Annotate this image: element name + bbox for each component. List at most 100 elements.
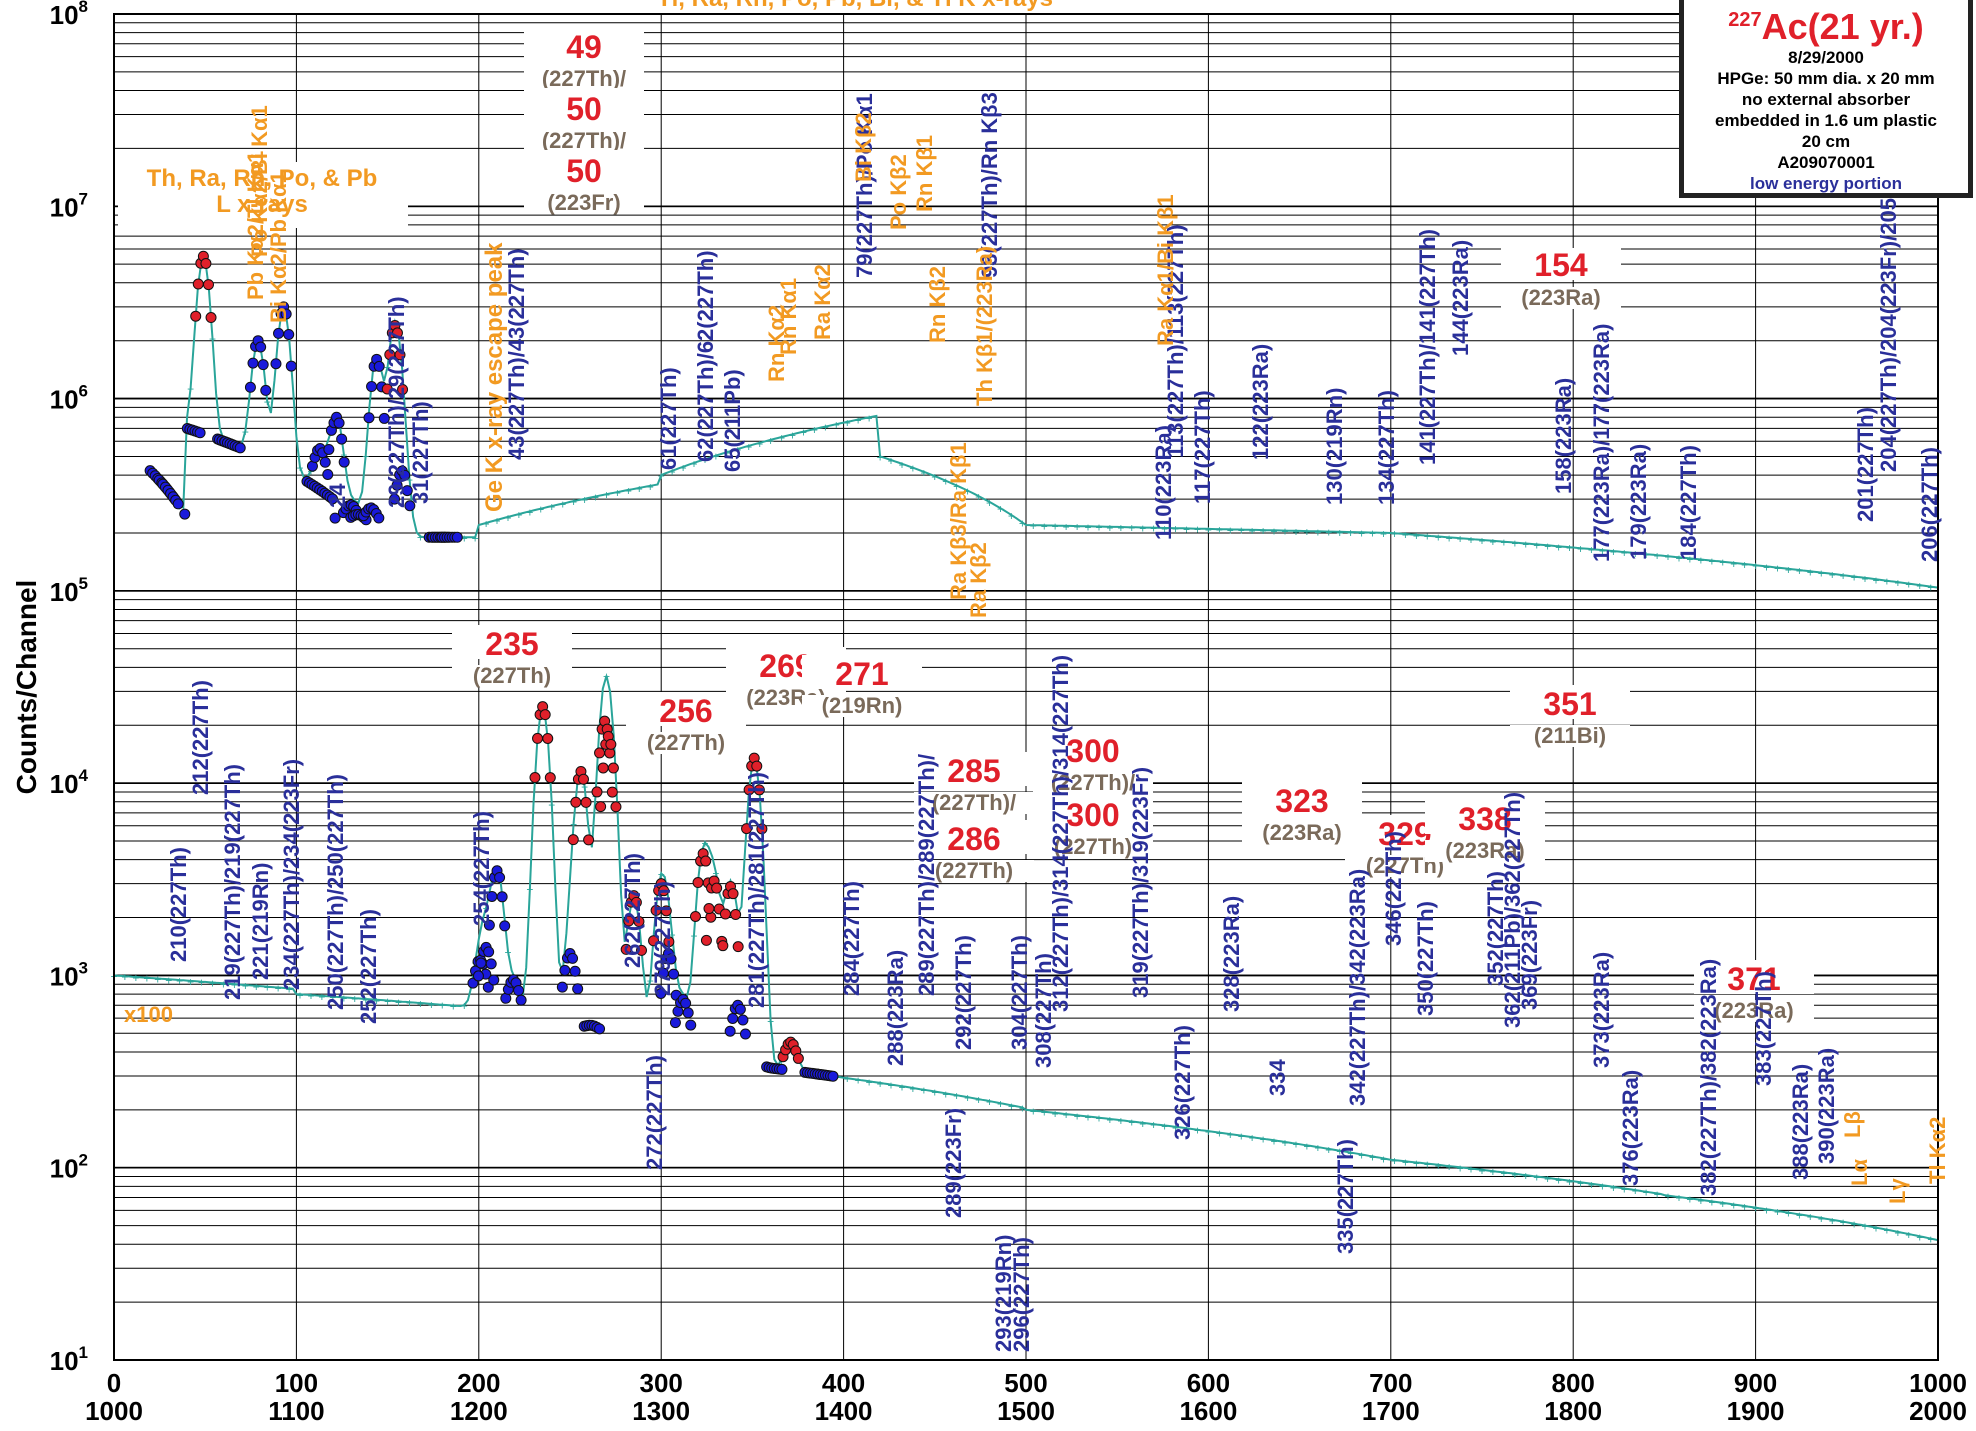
peak-label-bg (1425, 800, 1545, 834)
y-tick-exponent: 3 (79, 958, 88, 977)
data-point: + (603, 670, 610, 684)
peak-point (597, 762, 609, 774)
data-point: + (920, 466, 927, 480)
data-point: + (231, 978, 238, 992)
data-point: + (1161, 522, 1168, 536)
peak-label-bg (1501, 248, 1621, 280)
peak-label-orange: Ra Kβ2 (966, 542, 991, 618)
data-point: + (351, 992, 358, 1006)
data-point: + (253, 980, 260, 994)
peak-point (373, 360, 385, 372)
peak-label-brown: (223Ra) (1521, 285, 1600, 310)
peak-label-blue: 335(227Th) (1333, 1139, 1358, 1254)
data-point: + (1533, 1171, 1540, 1185)
peak-label-orange: Ra Kα2 (810, 264, 835, 340)
data-point: + (504, 511, 511, 525)
peak-label-orange: Rn Kα2 (764, 305, 789, 382)
peak-label-bg (914, 792, 1034, 814)
data-point: + (1643, 548, 1650, 562)
peak-label-brown: (223Ra) (1714, 998, 1793, 1023)
peak-label-bg (1242, 782, 1362, 816)
data-point: + (1227, 1128, 1234, 1142)
data-point: + (1216, 523, 1223, 537)
data-point: + (1489, 535, 1496, 549)
x-tick-label-top: 400 (822, 1368, 865, 1398)
peak-point (542, 732, 554, 744)
data-point: + (1139, 521, 1146, 535)
peak-label-blue: 383(227Th) (1751, 971, 1776, 1086)
peak-label-red: 50 (566, 91, 602, 127)
peak-label-red: 271 (835, 656, 888, 692)
peak-label-brown: (227Th) (473, 663, 551, 688)
y-axis-label: Counts/Channel (11, 580, 42, 795)
peak-point (727, 888, 739, 900)
peak-label-blue: 210(227Th) (166, 847, 191, 962)
y-tick-exponent: 1 (79, 1343, 88, 1362)
peak-label-bg (524, 130, 644, 152)
peak-point (494, 872, 506, 884)
data-point: + (242, 979, 249, 993)
peak-point (689, 911, 701, 923)
peak-label-blue: 308(227Th) (1031, 953, 1056, 1068)
data-point: + (909, 462, 916, 476)
peak-point (323, 443, 335, 455)
data-point: + (1413, 529, 1420, 543)
peak-label-blue: 350(227Th) (1413, 901, 1438, 1016)
x-tick-label-top: 300 (640, 1368, 683, 1398)
data-point: + (1752, 559, 1759, 573)
x-tick-label-bottom: 1500 (997, 1396, 1055, 1426)
data-point: + (1862, 572, 1869, 586)
escape-peak-label: Ge K x-ray escape peak (481, 242, 508, 512)
data-point: + (1478, 1164, 1485, 1178)
data-point: + (1074, 1109, 1081, 1123)
data-point: + (1085, 520, 1092, 534)
data-point: + (1292, 525, 1299, 539)
data-point: + (1128, 1116, 1135, 1130)
data-point: + (997, 1097, 1004, 1111)
data-point: + (1544, 539, 1551, 553)
data-point: + (1763, 560, 1770, 574)
data-point: + (669, 928, 676, 942)
data-point: + (789, 428, 796, 442)
data-point: + (1708, 555, 1715, 569)
peak-label-bg (626, 732, 746, 754)
peak-label-blue: 293(219Rn) (991, 1235, 1016, 1352)
peak-label-orange: Po Kβ2 (886, 154, 911, 230)
l-xray-title-1: Th, Ra, Rn, Po, & Pb (147, 165, 378, 192)
peak-label-bg (1694, 1000, 1814, 1022)
data-point: + (1260, 524, 1267, 538)
info-absorber: no external absorber (1741, 90, 1911, 109)
peak-label-blue: 141(227Th)/141(227Th) (1415, 229, 1440, 465)
data-point: + (712, 450, 719, 464)
data-point: + (855, 1074, 862, 1088)
data-point: + (1829, 1214, 1836, 1228)
peak-label-bg (802, 655, 922, 689)
peak-label-blue: 289(223Fr) (941, 1108, 966, 1218)
peak-point (234, 442, 246, 454)
data-point: + (1019, 516, 1026, 530)
data-point: + (1424, 530, 1431, 544)
peak-point (255, 341, 267, 353)
peak-label-brown: (223Fr) (547, 190, 620, 215)
peak-labels: 49(227Th)/50(227Th)/50(223Fr)154(223Ra)2… (166, 26, 1950, 1352)
y-tick-labels: 101 102 103 104 105 106 107 108 (50, 0, 89, 1376)
data-point: + (603, 488, 610, 502)
peak-label-brown: (227Th)/ (542, 66, 626, 91)
peak-label-bg (524, 150, 644, 186)
peak-label-blue: 177(223Ra)/177(223Ra) (1589, 324, 1614, 563)
data-point: + (647, 974, 654, 988)
data-point: + (384, 995, 391, 1009)
data-point: + (964, 485, 971, 499)
peak-label-orange: Pb Kα2/Tl Kα1 (243, 151, 268, 300)
peak-label-blue: 184(227Th) (1676, 445, 1701, 560)
data-point: + (1665, 1190, 1672, 1204)
data-point: + (1468, 1163, 1475, 1177)
data-point: + (1522, 1169, 1529, 1183)
peak-label-blue: 250(227Th)/250(227Th) (323, 774, 348, 1010)
data-point: + (1785, 563, 1792, 577)
peak-point (179, 508, 191, 520)
peak-point (270, 358, 282, 370)
annotations: Tl, Ra, Rn, Po, Pb, Bi, & Tl K x-rays Th… (118, 0, 1053, 1027)
peak-point (529, 772, 541, 784)
peak-label-blue: 352(227Th) (1483, 871, 1508, 986)
